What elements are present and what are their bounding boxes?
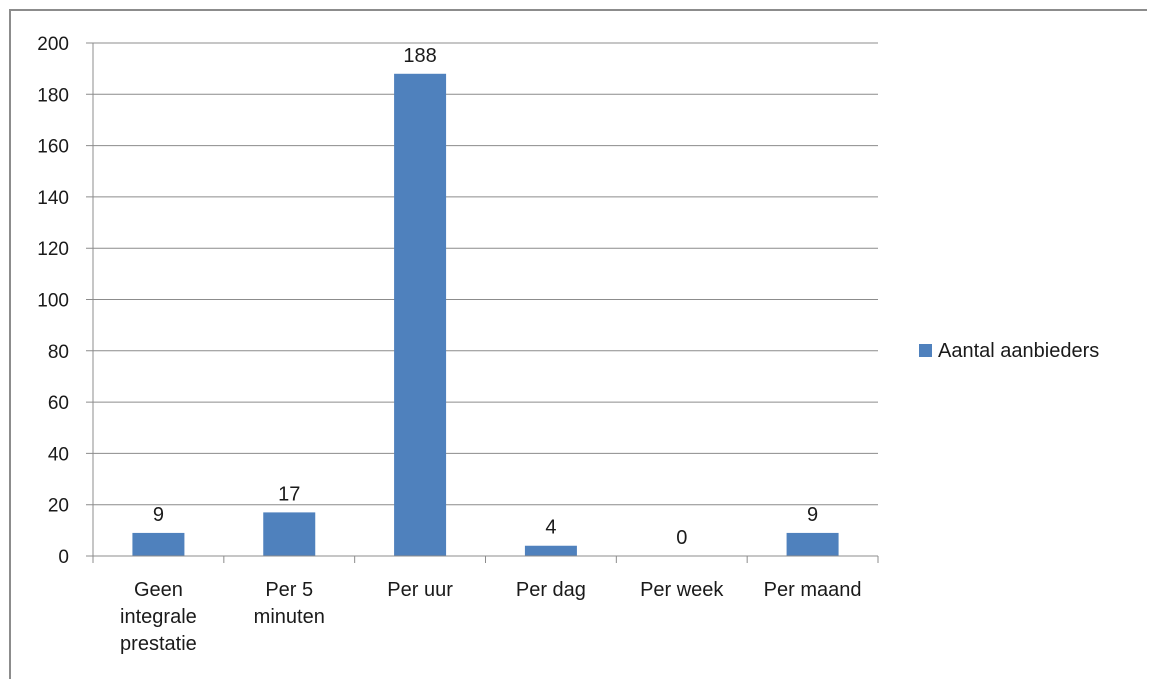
bar xyxy=(132,532,185,556)
legend-label: Aantal aanbieders xyxy=(938,340,1099,362)
x-category-label: Per uur xyxy=(387,579,453,601)
y-tick-label: 40 xyxy=(48,444,69,465)
y-tick-label: 160 xyxy=(37,137,69,158)
data-label: 9 xyxy=(807,504,818,526)
data-label: 4 xyxy=(545,517,556,539)
x-category-label: integrale xyxy=(120,606,197,628)
x-category-label: Per maand xyxy=(764,579,862,601)
x-category-label: Per week xyxy=(640,579,724,601)
x-category-label: Geen xyxy=(134,579,183,601)
bar xyxy=(394,73,447,556)
data-label: 17 xyxy=(278,483,300,505)
x-category-label: Per dag xyxy=(516,579,586,601)
x-category-label: minuten xyxy=(254,606,325,628)
y-tick-label: 80 xyxy=(48,342,69,363)
data-label: 188 xyxy=(403,45,436,67)
data-label: 9 xyxy=(153,504,164,526)
y-tick-label: 0 xyxy=(58,547,69,568)
y-tick-label: 60 xyxy=(48,393,69,414)
y-tick-label: 100 xyxy=(37,291,69,312)
chart-frame xyxy=(9,9,1147,679)
y-tick-label: 200 xyxy=(37,34,69,55)
x-category-label: prestatie xyxy=(120,633,197,655)
data-label: 0 xyxy=(676,527,687,549)
bar xyxy=(524,545,577,556)
bar xyxy=(786,532,839,556)
y-tick-label: 140 xyxy=(37,188,69,209)
bar xyxy=(263,512,316,556)
legend-swatch xyxy=(919,344,932,357)
y-tick-label: 120 xyxy=(37,239,69,260)
y-tick-label: 180 xyxy=(37,85,69,106)
y-tick-label: 20 xyxy=(48,496,69,517)
x-category-label: Per 5 xyxy=(265,579,313,601)
